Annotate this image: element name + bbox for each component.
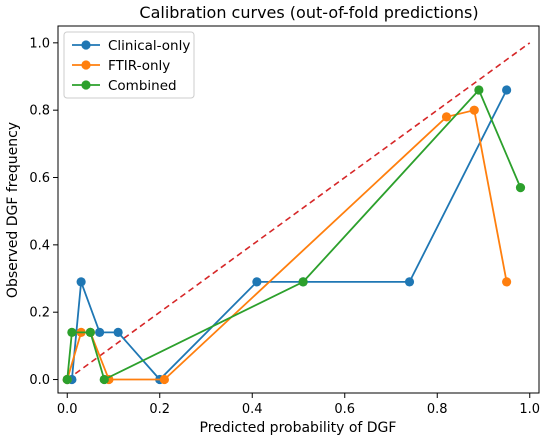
y-tick-label: 0.4 — [29, 238, 50, 253]
x-tick-label: 0.6 — [334, 402, 355, 417]
y-tick-label: 0.6 — [29, 171, 50, 186]
legend-marker — [81, 40, 91, 50]
y-tick-label: 0.2 — [29, 306, 50, 321]
data-point — [113, 327, 123, 337]
data-point — [252, 277, 262, 287]
legend-item: FTIR-only — [72, 58, 170, 74]
data-point — [85, 327, 95, 337]
data-point — [469, 105, 479, 115]
legend-box — [63, 31, 195, 99]
x-tick-label: 1.0 — [519, 402, 540, 417]
data-point — [502, 277, 512, 287]
y-tick-label: 0.0 — [29, 373, 50, 388]
series-layer — [62, 85, 526, 385]
legend-label: Combined — [108, 78, 177, 94]
legend: Clinical-only FTIR-only Combined — [63, 31, 195, 99]
legend-label: FTIR-only — [108, 58, 170, 74]
data-point — [298, 277, 308, 287]
y-tick-label: 0.8 — [29, 104, 50, 119]
reference-diagonal — [66, 42, 531, 381]
x-axis-label: Predicted probability of DGF — [200, 420, 397, 436]
data-point — [67, 327, 77, 337]
data-point — [502, 85, 512, 95]
legend-item: Combined — [72, 78, 177, 94]
perfect-calibration-line — [66, 42, 531, 381]
legend-item: Clinical-only — [72, 38, 190, 54]
x-tick-label: 0.0 — [57, 402, 78, 417]
data-point — [95, 327, 105, 337]
data-point — [441, 112, 452, 122]
series-combined — [62, 85, 526, 385]
axis-ticks: 0.0 0.2 0.4 0.6 0.8 1.0 0.0 0.2 0.4 0.6 0.8 1.0 — [29, 36, 540, 417]
data-point — [404, 277, 415, 287]
legend-marker — [81, 80, 91, 90]
x-tick-label: 0.4 — [242, 402, 263, 417]
series-line — [67, 89, 508, 381]
y-axis-label: Observed DGF frequency — [5, 122, 21, 298]
legend-marker — [81, 60, 91, 70]
y-tick-label: 1.0 — [29, 36, 50, 51]
data-point — [474, 85, 484, 95]
data-point — [99, 374, 109, 385]
x-tick-label: 0.2 — [149, 402, 170, 417]
legend-label: Clinical-only — [108, 38, 190, 54]
data-point — [515, 183, 526, 193]
data-point — [62, 374, 72, 385]
data-point — [159, 374, 169, 385]
x-tick-label: 0.8 — [427, 402, 448, 417]
data-point — [76, 277, 86, 287]
chart-title: Calibration curves (out-of-fold predicti… — [139, 3, 478, 22]
